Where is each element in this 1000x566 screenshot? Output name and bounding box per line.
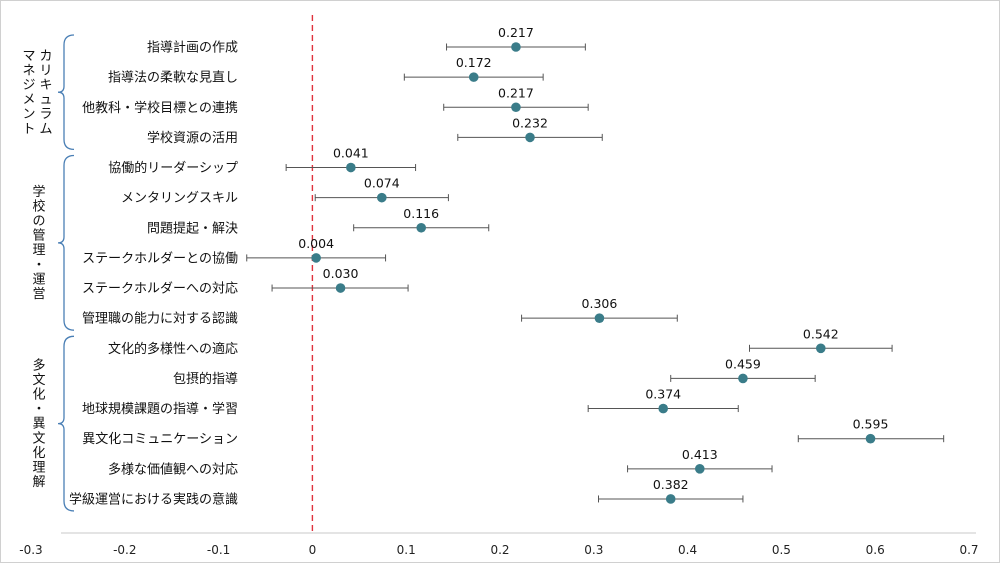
category-label: ステークホルダーとの協働: [82, 251, 238, 266]
data-label: 0.306: [582, 296, 618, 311]
data-label: 0.217: [498, 85, 534, 100]
group-label: マネジメント: [22, 49, 35, 137]
data-label: 0.382: [653, 477, 689, 492]
estimate-point: [525, 132, 535, 143]
category-label: メンタリングスキル: [121, 191, 238, 206]
category-label: 協働的リーダーシップ: [108, 160, 238, 176]
group-label: 多文化・異文化理解: [32, 357, 45, 490]
x-tick-label: 0.7: [959, 543, 978, 557]
estimate-point: [665, 494, 676, 504]
category-label: 文化的多様性への適応: [108, 341, 238, 357]
x-tick-label: -0.3: [19, 543, 42, 557]
x-tick-label: 0.6: [866, 543, 885, 557]
data-label: 0.041: [333, 146, 369, 161]
x-tick-label: -0.2: [113, 543, 136, 557]
data-label: 0.413: [682, 447, 718, 462]
x-tick-label: 0.1: [397, 543, 416, 557]
category-label: 問題提起・解決: [147, 220, 238, 236]
category-label: ステークホルダーへの対応: [82, 282, 238, 297]
data-label: 0.595: [853, 417, 889, 432]
estimate-point: [865, 433, 876, 444]
x-tick-label: 0: [309, 543, 317, 557]
estimate-point: [346, 162, 356, 173]
data-label: 0.232: [512, 115, 548, 130]
category-label: 管理職の能力に対する認識: [82, 311, 238, 327]
x-tick-label: 0.4: [678, 543, 697, 557]
group-bracket: [57, 34, 75, 151]
data-label: 0.542: [803, 326, 839, 341]
estimate-point: [694, 464, 705, 474]
category-label: 指導法の柔軟な見直し: [108, 70, 238, 86]
category-labels: 指導計画の作成指導法の柔軟な見直し他教科・学校目標との連携学校資源の活用協働的リ…: [69, 40, 238, 508]
x-axis: -0.3 -0.2 -0.1 0 0.1 0.2 0.3 0.4 0.5 0.6 0.7: [19, 532, 979, 557]
estimate-point: [738, 373, 748, 384]
estimate-point: [468, 72, 479, 82]
x-tick-label: -0.1: [207, 543, 230, 557]
data-label: 0.374: [645, 387, 681, 402]
estimate-point: [377, 192, 387, 203]
group-bracket: [57, 154, 75, 331]
category-label: 異文化コミュニケーション: [82, 432, 238, 447]
group-label: カリキュラム: [39, 49, 52, 137]
category-label: 他教科・学校目標との連携: [82, 100, 238, 116]
estimate-point: [815, 343, 826, 354]
estimate-point: [311, 253, 321, 263]
category-label: 指導計画の作成: [147, 40, 238, 56]
data-label: 0.074: [364, 176, 400, 191]
estimate-point: [511, 42, 521, 52]
data-label: 0.459: [725, 356, 761, 371]
data-label: 0.004: [298, 236, 334, 251]
data-label: 0.172: [456, 55, 492, 70]
data-label: 0.217: [498, 25, 534, 40]
data-label: 0.116: [403, 206, 439, 221]
x-tick-label: 0.3: [584, 543, 603, 557]
estimate-point: [335, 283, 346, 293]
x-tick-label: 0.5: [772, 543, 791, 557]
group-label: 学校の管理・運営: [32, 184, 45, 302]
estimate-point: [511, 102, 521, 113]
estimate-point: [416, 222, 427, 233]
category-label: 学級運営における実践の意識: [69, 491, 238, 507]
data-label: 0.030: [323, 266, 359, 281]
category-label: 包摂的指導: [173, 371, 238, 387]
category-label: 多様な価値観への対応: [108, 461, 238, 477]
category-label: 学校資源の活用: [147, 130, 238, 146]
estimate-point: [658, 403, 669, 414]
group-bracket: [57, 335, 75, 512]
x-tick-label: 0.2: [490, 543, 509, 557]
estimate-point: [594, 313, 605, 323]
category-label: 地球規模課題の指導・学習: [82, 401, 238, 417]
